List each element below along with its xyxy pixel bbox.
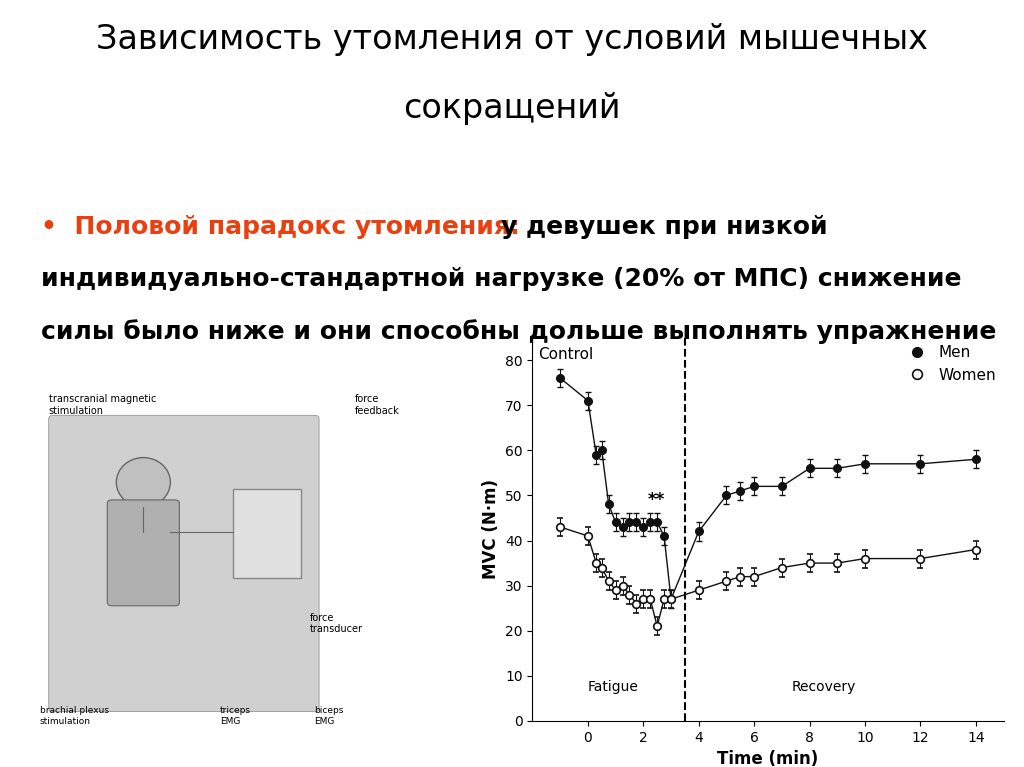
X-axis label: Time (min): Time (min) xyxy=(718,750,818,767)
Y-axis label: MVC (N·m): MVC (N·m) xyxy=(481,479,500,579)
Text: brachial plexus
stimulation: brachial plexus stimulation xyxy=(40,706,109,726)
Text: **: ** xyxy=(647,491,665,509)
Text: силы было ниже и они способны дольше выполнять упражнение: силы было ниже и они способны дольше вып… xyxy=(41,319,996,344)
Text: у девушек при низкой: у девушек при низкой xyxy=(466,215,827,239)
Text: force
feedback: force feedback xyxy=(355,394,400,416)
FancyBboxPatch shape xyxy=(49,415,319,712)
FancyBboxPatch shape xyxy=(108,500,179,606)
Text: Fatigue: Fatigue xyxy=(588,680,638,694)
Legend: Men, Women: Men, Women xyxy=(901,345,996,383)
Text: transcranial magnetic
stimulation: transcranial magnetic stimulation xyxy=(49,394,156,416)
Bar xyxy=(233,489,301,578)
Text: Зависимость утомления от условий мышечных: Зависимость утомления от условий мышечны… xyxy=(96,23,928,56)
Text: сокращений: сокращений xyxy=(403,92,621,125)
Text: biceps
EMG: biceps EMG xyxy=(314,706,344,726)
Text: force
transducer: force transducer xyxy=(310,613,364,634)
Text: triceps
EMG: triceps EMG xyxy=(220,706,251,726)
Text: индивидуально-стандартной нагрузке (20% от МПС) снижение: индивидуально-стандартной нагрузке (20% … xyxy=(41,267,962,291)
Text: •  Половой парадокс утомления:: • Половой парадокс утомления: xyxy=(41,215,520,239)
Ellipse shape xyxy=(117,458,170,507)
Text: Recovery: Recovery xyxy=(792,680,856,694)
Text: Control: Control xyxy=(538,347,593,361)
